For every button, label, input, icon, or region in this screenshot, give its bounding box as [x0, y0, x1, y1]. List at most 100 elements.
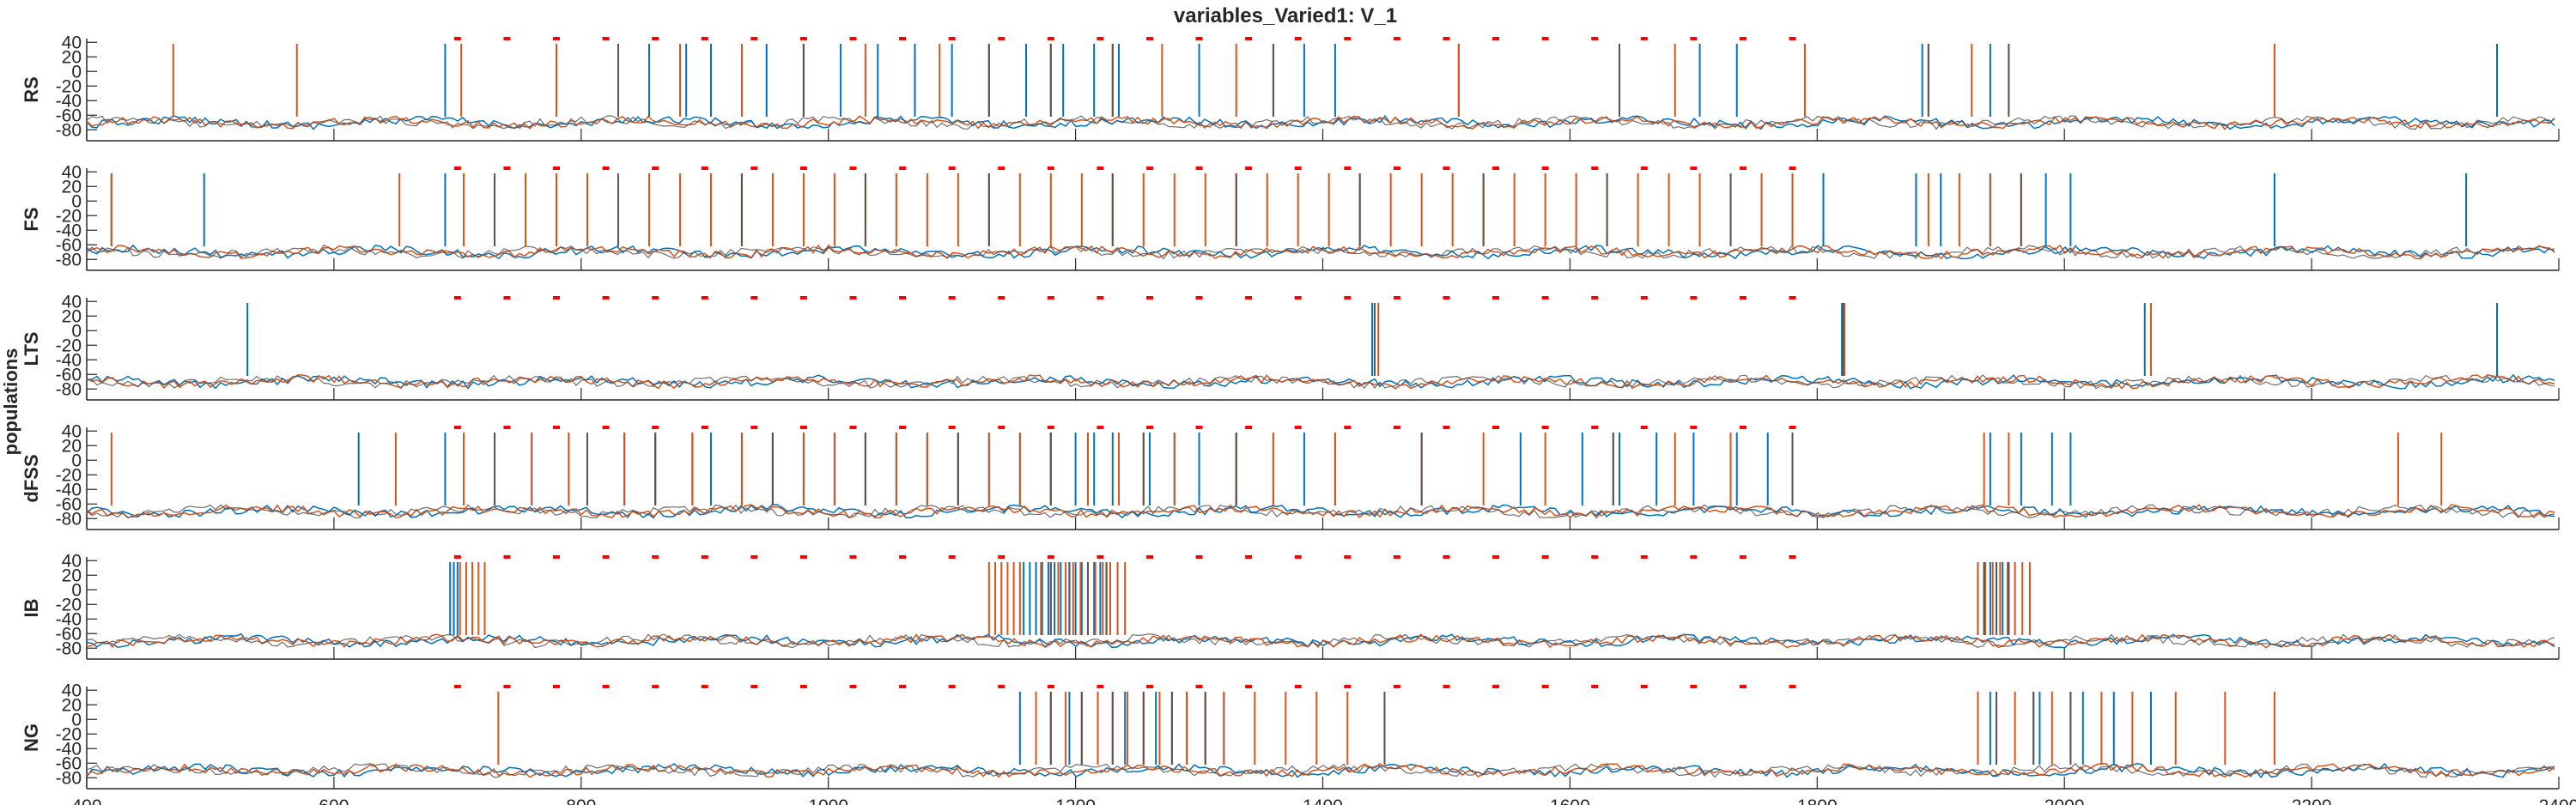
stimulus-marker	[1344, 296, 1352, 300]
trace-series3	[86, 762, 2555, 778]
y-tick-label: 0	[71, 191, 82, 211]
y-tick-label: -20	[56, 76, 82, 96]
stimulus-marker	[899, 296, 907, 300]
stimulus-marker	[799, 555, 807, 559]
y-tick-label: 0	[71, 451, 82, 470]
trace-series1	[86, 244, 2555, 260]
stimulus-marker	[453, 426, 461, 429]
stimulus-marker	[750, 37, 758, 40]
y-tick-label: -60	[56, 624, 82, 644]
trace-series3	[86, 245, 2555, 260]
panel-label: RS	[21, 76, 42, 103]
y-tick-label: 0	[71, 321, 82, 341]
stimulus-marker	[1195, 296, 1203, 300]
stimulus-marker	[503, 166, 511, 170]
y-tick-label: -20	[56, 465, 82, 485]
stimulus-marker	[849, 685, 857, 688]
x-tick-label: 1400	[1303, 796, 1343, 805]
stimulus-marker	[1145, 555, 1153, 559]
y-tick-label: 40	[62, 162, 82, 182]
stimulus-marker	[1739, 426, 1747, 429]
x-tick-label: 1200	[1055, 796, 1096, 805]
stimulus-marker	[1195, 37, 1203, 40]
stimulus-marker	[1294, 296, 1302, 300]
stimulus-marker	[701, 37, 708, 40]
stimulus-marker	[1492, 296, 1500, 300]
stimulus-marker	[1789, 37, 1796, 40]
stimulus-marker	[1294, 685, 1302, 688]
y-tick-label: 20	[62, 306, 82, 326]
stimulus-marker	[1145, 296, 1153, 300]
stimulus-marker	[602, 37, 610, 40]
stimulus-marker	[1789, 426, 1796, 429]
stimulus-marker	[1690, 685, 1698, 688]
y-tick-label: -40	[56, 480, 82, 499]
stimulus-marker	[1690, 555, 1698, 559]
stimulus-marker	[1443, 685, 1450, 688]
stimulus-marker	[1344, 37, 1352, 40]
stimulus-marker	[1541, 555, 1549, 559]
stimulus-marker	[1591, 685, 1599, 688]
stimulus-marker	[1690, 296, 1698, 300]
stimulus-marker	[701, 296, 708, 300]
panels: 40200-20-40-60-80RS40200-20-40-60-80FS40…	[21, 33, 2576, 805]
stimulus-marker	[1492, 685, 1500, 688]
stimulus-marker	[1047, 37, 1054, 40]
stimulus-marker	[750, 426, 758, 429]
stimulus-marker	[948, 296, 956, 300]
stimulus-marker	[799, 296, 807, 300]
stimulus-marker	[1344, 685, 1352, 688]
stimulus-marker	[899, 37, 907, 40]
stimulus-marker	[799, 685, 807, 688]
stimulus-marker	[1145, 426, 1153, 429]
stimulus-marker	[602, 426, 610, 429]
trace-series2	[86, 762, 2555, 778]
stimulus-marker	[1739, 166, 1747, 170]
stimulus-marker	[849, 555, 857, 559]
stimulus-marker	[1591, 166, 1599, 170]
stimulus-marker	[503, 37, 511, 40]
chart-title: variables_Varied1: V_1	[1174, 4, 1397, 27]
stimulus-marker	[1245, 555, 1253, 559]
y-tick-label: 20	[62, 436, 82, 456]
stimulus-marker	[1492, 555, 1500, 559]
stimulus-marker	[503, 555, 511, 559]
trace-series2	[86, 244, 2555, 260]
stimulus-marker	[1097, 296, 1104, 300]
stimulus-marker	[948, 555, 956, 559]
y-tick-label: -20	[56, 206, 82, 226]
stimulus-marker	[1690, 37, 1698, 40]
stimulus-marker	[1739, 555, 1747, 559]
stimulus-marker	[1097, 426, 1104, 429]
stimulus-marker	[1195, 166, 1203, 170]
x-tick-label: 400	[71, 796, 101, 805]
stimulus-marker	[1294, 555, 1302, 559]
y-tick-label: 40	[62, 681, 82, 700]
stimulus-marker	[750, 555, 758, 559]
y-tick-label: 20	[62, 695, 82, 715]
stimulus-marker	[1640, 685, 1648, 688]
y-tick-label: -80	[56, 639, 82, 658]
stimulus-marker	[1541, 296, 1549, 300]
stimulus-marker	[453, 685, 461, 688]
stimulus-marker	[1690, 426, 1698, 429]
y-tick-label: -20	[56, 595, 82, 614]
stimulus-marker	[1492, 37, 1500, 40]
stimulus-marker	[1640, 37, 1648, 40]
y-tick-label: -40	[56, 739, 82, 759]
stimulus-marker	[799, 37, 807, 40]
y-tick-label: -20	[56, 336, 82, 355]
stimulus-marker	[1541, 685, 1549, 688]
stimulus-marker	[899, 426, 907, 429]
stimulus-marker	[1541, 426, 1549, 429]
stimulus-marker	[1393, 166, 1400, 170]
y-tick-label: -60	[56, 754, 82, 773]
stimulus-marker	[750, 685, 758, 688]
stimulus-marker	[1245, 426, 1253, 429]
x-tick-label: 1800	[1797, 796, 1838, 805]
y-tick-label: 40	[62, 421, 82, 441]
